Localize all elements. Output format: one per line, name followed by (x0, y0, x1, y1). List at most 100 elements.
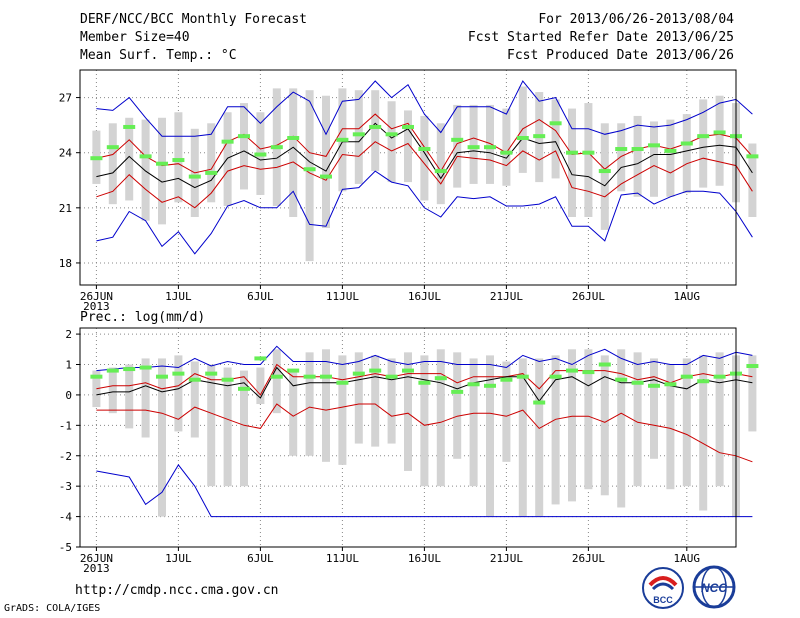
temp-lower-line (96, 141, 753, 209)
temp-range-bar (502, 108, 511, 186)
temp-marker (648, 143, 660, 148)
temp-range-bar (748, 143, 757, 218)
prec-ytick-label: -3 (59, 480, 72, 493)
temp-marker (254, 152, 267, 157)
prec-ytick-label: -1 (59, 419, 72, 432)
prec-range-bar (289, 370, 298, 456)
temp-marker (615, 147, 628, 152)
temp-marker (205, 170, 218, 175)
temp-marker (484, 145, 496, 150)
prec-marker (369, 368, 382, 373)
ncc-logo-icon: NCC (692, 565, 736, 609)
prec-panel: -5 -4 -3 -2 -1 0 1 2 26JUN 1JUL 6JUL 11JUL 16JUL 21JU… (59, 327, 759, 575)
prec-marker (205, 371, 218, 376)
prec-xtick-label: 26JUL (572, 552, 605, 565)
temp-marker (549, 121, 562, 126)
prec-range-bar (699, 355, 708, 511)
prec-marker (385, 374, 398, 379)
temp-range-bar (174, 112, 183, 203)
temp-range-bar (158, 117, 166, 225)
prec-marker (434, 376, 447, 381)
prec-marker (336, 380, 349, 385)
prec-xtick-label: 1JUL (165, 552, 192, 565)
temp-marker (221, 139, 234, 144)
temp-range-bar (125, 117, 134, 201)
prec-ytick-label: 2 (65, 328, 72, 341)
prec-range-bar (322, 349, 330, 462)
prec-marker (467, 382, 480, 387)
prec-xtick-label: 1AUG (674, 552, 701, 565)
prec-marker (533, 400, 546, 405)
footer-url[interactable]: http://cmdp.ncc.cma.gov.cn (75, 583, 279, 598)
temp-min-line (96, 170, 753, 255)
prec-marker (451, 389, 464, 394)
prec-marker (418, 380, 431, 385)
prec-range-bar (141, 358, 150, 438)
prec-range-bar (600, 355, 609, 496)
prec-range-bar (469, 358, 478, 487)
temp-range-bar (240, 103, 248, 190)
prec-marker (648, 383, 660, 388)
prec-range-bar (502, 361, 511, 462)
prec-xtick-label: 6JUL (247, 552, 274, 565)
prec-marker (402, 368, 414, 373)
prec-xtick-label: 21JUL (490, 552, 523, 565)
temp-range-bar (207, 123, 216, 203)
temp-range-bar (715, 95, 724, 186)
temp-range-bar (650, 121, 658, 197)
temp-marker (336, 137, 349, 142)
temp-marker (418, 147, 431, 152)
prec-marker (221, 377, 234, 382)
prec-marker (746, 364, 759, 369)
prec-marker (172, 371, 185, 376)
ncc-logo-text: NCC (701, 581, 727, 595)
temp-range-bar (633, 115, 642, 197)
prec-ytick-label: 0 (65, 389, 72, 402)
prec-range-bar (125, 364, 134, 429)
prec-range-bar (551, 355, 560, 505)
prec-marker (566, 368, 578, 373)
prec-ytick-label: -2 (59, 450, 72, 463)
prec-range-bar (748, 355, 757, 432)
temp-range-bar (404, 110, 412, 183)
prec-marker (303, 374, 316, 379)
temp-marker (156, 161, 168, 166)
temp-range-bar (568, 108, 576, 218)
prec-range-bar (272, 349, 281, 414)
prec-marker (254, 356, 267, 361)
temp-marker (533, 134, 546, 139)
prec-range-bar (404, 352, 412, 471)
temp-marker (516, 135, 529, 140)
temp-xtick-label: 21JUL (490, 290, 523, 303)
temp-range-bar (699, 99, 708, 188)
prec-marker (582, 370, 595, 375)
temp-marker (598, 169, 611, 174)
temp-xtick-label: 16JUL (408, 290, 441, 303)
temp-range-bar (436, 123, 445, 205)
prec-range-bar (108, 367, 117, 414)
prec-range-bar (387, 358, 396, 444)
prec-range-bar (420, 355, 429, 487)
prec-lower-line (96, 403, 753, 463)
temp-range-bar (617, 123, 626, 192)
prec-range-bar (223, 367, 232, 487)
prec-xtick-label: 16JUL (408, 552, 441, 565)
bcc-logo-text: BCC (653, 595, 673, 605)
prec-range-bar (190, 361, 199, 438)
prec-range-bar (305, 352, 314, 456)
temp-xtick-label: 26JUL (572, 290, 605, 303)
temp-marker (287, 135, 300, 140)
temp-range-bar (108, 123, 117, 205)
temp-range-bar (682, 114, 691, 194)
temp-range-bar (551, 99, 560, 179)
temp-range-bar (420, 115, 429, 201)
temp-xtick-label: 26JUN (80, 290, 113, 303)
prec-range-bar (338, 355, 347, 465)
temp-marker (172, 158, 185, 163)
prec-range-bar (240, 370, 248, 487)
temp-marker (582, 150, 595, 155)
temp-marker (188, 174, 201, 179)
prec-range-bar (682, 358, 691, 487)
grads-credit: GrADS: COLA/IGES (4, 603, 101, 614)
